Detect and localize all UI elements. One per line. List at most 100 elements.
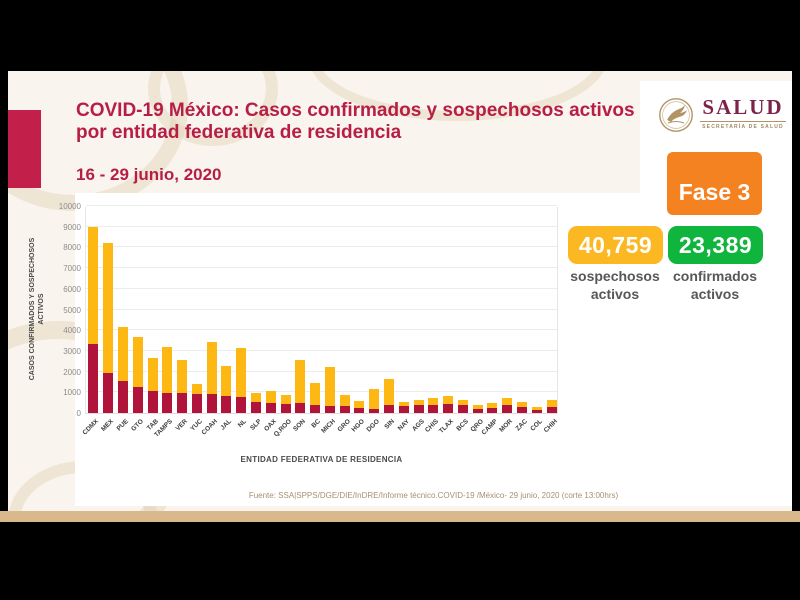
source-citation: Fuente: SSA|SPPS/DGE/DIE/InDRE/Informe t… [248, 491, 619, 500]
title-line-2: por entidad federativa de residencia [76, 122, 402, 144]
eagle-emblem-icon [658, 97, 694, 138]
suspected-segment [517, 401, 528, 407]
bar-camp [487, 403, 498, 413]
date-range: 16 - 29 junio, 2020 [76, 165, 222, 184]
gridline [86, 225, 557, 227]
suspected-segment [191, 383, 202, 395]
bar-slp [250, 393, 261, 413]
gridline [86, 308, 557, 310]
confirmed-segment [354, 408, 365, 413]
suspected-segment [295, 360, 306, 404]
bar-son [295, 360, 306, 413]
bar-dgo [369, 389, 380, 413]
confirmed-segment [177, 393, 188, 413]
logo-subtitle: SECRETARÍA DE SALUD [702, 124, 784, 130]
suspected-segment [103, 242, 114, 373]
confirmed-segment [502, 405, 513, 413]
bar-chih [546, 399, 557, 413]
gridline [86, 391, 557, 393]
confirmed-segment [339, 406, 350, 413]
confirmed-segment [191, 394, 202, 413]
suspected-segment [339, 394, 350, 407]
page-title: COVID-19 México: Casos confirmados y sos… [76, 100, 676, 145]
logo-text: SALUD SECRETARÍA DE SALUD [700, 97, 786, 130]
confirmed-segment [310, 405, 321, 413]
suspected-segment [88, 226, 99, 344]
suspected-count: 40,759 [578, 231, 653, 258]
bar-tab [147, 357, 158, 413]
suspected-segment [236, 348, 247, 398]
suspected-segment [162, 346, 173, 393]
confirmed-count-label: confirmados activos [672, 268, 757, 302]
gridline [86, 205, 557, 206]
suspected-segment [457, 399, 468, 405]
suspected-segment [502, 398, 513, 406]
gridline [86, 349, 557, 351]
suspected-segment [546, 399, 557, 407]
bar-tamps [162, 346, 173, 413]
suspected-segment [443, 396, 454, 404]
y-tick-label: 1000 [63, 388, 81, 398]
bar-sin [384, 379, 395, 413]
suspected-segment [147, 357, 158, 392]
bar-tlax [443, 396, 454, 413]
y-tick-label: 3000 [63, 346, 81, 356]
confirmed-segment [206, 394, 217, 413]
suspected-segment [369, 389, 380, 409]
confirmed-segment [428, 404, 439, 413]
bar-chart-plot [85, 205, 558, 414]
bar-oax [265, 391, 276, 413]
suspected-segment [384, 379, 395, 405]
slide-content: COVID-19 México: Casos confirmados y sos… [8, 71, 792, 511]
y-tick-label: 5000 [63, 305, 81, 315]
confirmed-segment [265, 403, 276, 413]
suspected-segment [354, 401, 365, 409]
confirmed-segment [147, 391, 158, 413]
y-tick-label: 2000 [63, 367, 81, 377]
gridline [86, 370, 557, 372]
gridline [86, 267, 557, 269]
suspected-segment [428, 398, 439, 405]
gridline [86, 329, 557, 331]
bar-coah [206, 342, 217, 413]
confirmed-segment [546, 406, 557, 413]
suspected-segment [117, 327, 128, 381]
confirmed-segment [443, 403, 454, 413]
logo-wordmark: SALUD [702, 95, 784, 119]
confirmed-count: 23,389 [678, 231, 753, 258]
bar-nay [398, 402, 409, 413]
suspected-count-badge: 40,759 [568, 226, 663, 264]
bar-col [531, 406, 542, 413]
confirmed-segment [280, 404, 291, 413]
confirmed-segment [413, 405, 424, 413]
bar-jal [221, 366, 232, 413]
suspected-segment [487, 403, 498, 409]
suspected-segment [324, 366, 335, 406]
y-tick-label: 7000 [63, 264, 81, 274]
confirmed-segment [398, 406, 409, 413]
confirmed-segment [162, 392, 173, 413]
confirmed-segment [487, 408, 498, 413]
suspected-count-label: sospechosos activos [570, 268, 660, 302]
suspected-segment [280, 394, 291, 405]
confirmed-segment [236, 397, 247, 413]
suspected-segment [531, 406, 542, 410]
phase-badge: Fase 3 [667, 152, 762, 215]
bottom-tan-band [0, 511, 800, 522]
confirmed-segment [88, 343, 99, 413]
y-tick-label: 10000 [58, 202, 81, 211]
bar-hgo [354, 401, 365, 413]
suspected-segment [132, 337, 143, 388]
suspected-segment [206, 342, 217, 395]
suspected-segment [177, 359, 188, 394]
bar-mex [103, 242, 114, 413]
suspected-segment [472, 405, 483, 409]
bar-ags [413, 399, 424, 413]
confirmed-segment [117, 380, 128, 413]
confirmed-segment [384, 404, 395, 413]
bar-cdmx [88, 226, 99, 413]
bar-zac [517, 401, 528, 413]
bar-bc [310, 383, 321, 413]
confirmed-segment [369, 408, 380, 413]
suspected-segment [413, 399, 424, 406]
